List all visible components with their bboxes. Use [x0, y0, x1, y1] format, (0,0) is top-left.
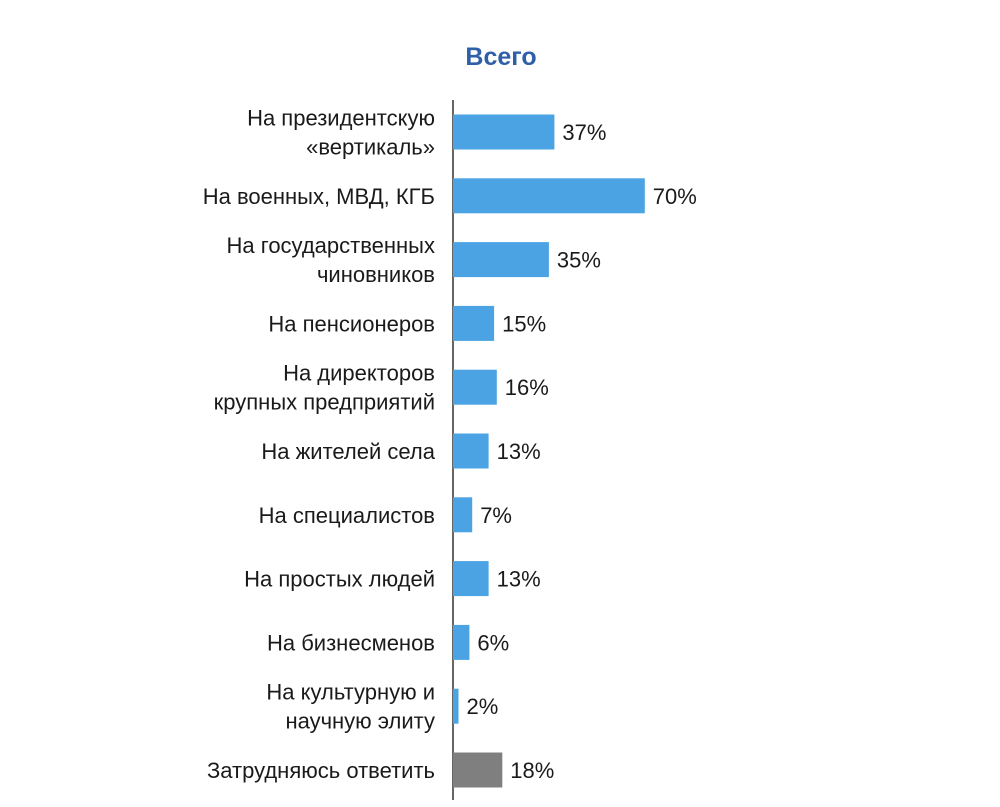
category-label-5-line-2: крупных предприятий — [214, 390, 435, 415]
bar-8 — [453, 561, 489, 597]
value-label-10: 2% — [467, 694, 499, 719]
category-label-3-line-1: На государственных — [227, 233, 435, 258]
value-label-3: 35% — [557, 248, 601, 273]
bar-6 — [453, 433, 489, 469]
bar-11 — [453, 752, 503, 788]
value-label-4: 15% — [502, 311, 546, 336]
value-label-8: 13% — [497, 567, 541, 592]
category-label-9: На бизнесменов — [267, 630, 435, 655]
category-label-6: На жителей села — [261, 439, 435, 464]
category-label-1-line-2: «вертикаль» — [306, 135, 435, 160]
value-label-5: 16% — [505, 375, 549, 400]
value-label-11: 18% — [510, 758, 554, 783]
bar-1 — [453, 114, 555, 150]
category-label-3-line-2: чиновников — [317, 262, 435, 287]
bar-5 — [453, 369, 497, 405]
category-label-5-line-1: На директоров — [283, 361, 435, 386]
category-label-10-line-1: На культурную и — [266, 680, 435, 705]
value-label-9: 6% — [477, 630, 509, 655]
category-label-8: На простых людей — [244, 567, 435, 592]
value-label-6: 13% — [497, 439, 541, 464]
chart-title: Всего — [465, 43, 536, 71]
bar-7 — [453, 497, 473, 533]
bar-4 — [453, 305, 495, 341]
bar-2 — [453, 178, 645, 214]
value-label-2: 70% — [653, 184, 697, 209]
category-label-10-line-2: научную элиту — [285, 709, 435, 734]
bar-10 — [453, 688, 459, 724]
category-label-2: На военных, МВД, КГБ — [203, 184, 435, 209]
category-label-1-line-1: На президентскую — [247, 106, 435, 131]
value-label-1: 37% — [562, 120, 606, 145]
bar-3 — [453, 242, 549, 278]
category-label-7: На специалистов — [259, 503, 435, 528]
bar-9 — [453, 624, 470, 660]
category-label-11: Затрудняюсь ответить — [207, 758, 435, 783]
plot-area: 37% На президентскую «вертикаль» 70% На воен… — [203, 106, 697, 788]
category-label-4: На пенсионеров — [268, 311, 435, 336]
value-label-7: 7% — [480, 503, 512, 528]
